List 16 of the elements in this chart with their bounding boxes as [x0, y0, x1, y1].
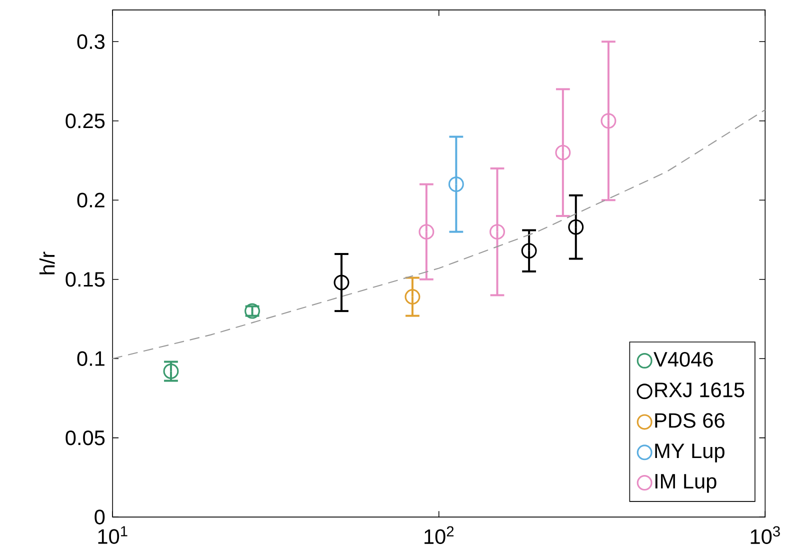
y-tick-label: 0.05: [66, 430, 105, 446]
legend-label: PDS 66: [655, 413, 724, 428]
x-tick-label: 10$^{3}$: [750, 526, 780, 544]
legend-label: MY Lup: [655, 444, 724, 462]
y-tick-label: 0.25: [66, 114, 105, 128]
y-tick-label: 0: [94, 510, 105, 524]
y-axis-title: h/r: [39, 252, 55, 274]
legend-label: V4046: [654, 352, 713, 367]
x-tick-label: 10$^{2}$: [424, 526, 454, 544]
y-tick-label: 0.3: [77, 34, 105, 50]
legend-label: RXJ 1615: [655, 382, 744, 398]
x-tick-label: 10$^{1}$: [98, 526, 128, 544]
y-tick-label: 0.15: [66, 272, 105, 287]
legend-label: IM Lup: [655, 474, 716, 493]
y-tick-label: 0.2: [77, 192, 104, 208]
y-tick-label: 0.1: [77, 351, 104, 366]
